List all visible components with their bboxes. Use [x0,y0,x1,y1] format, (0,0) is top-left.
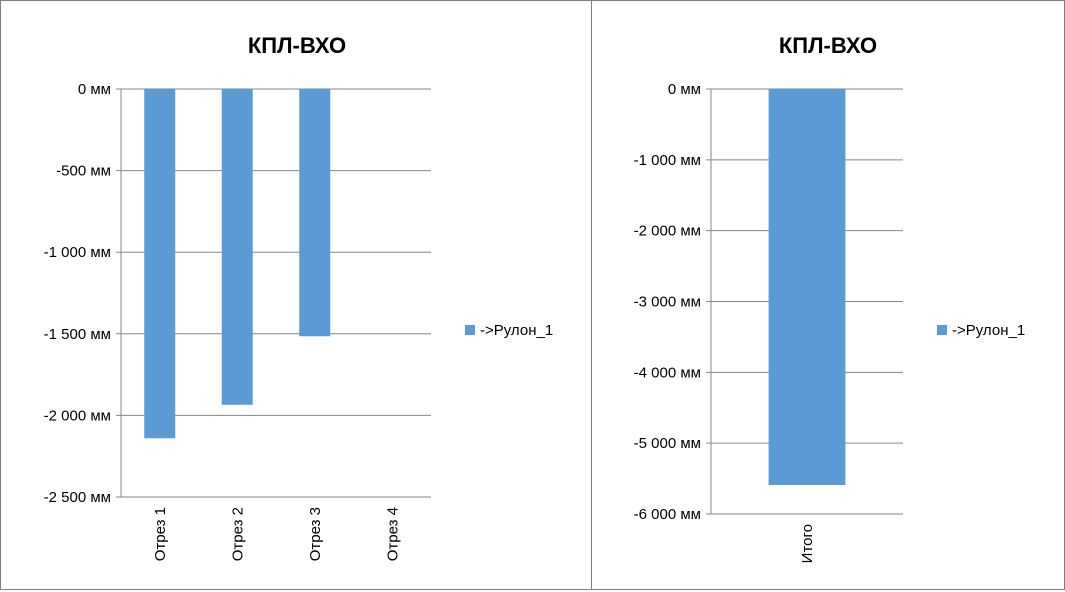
legend-swatch [465,325,475,335]
chart-panel-right: КПЛ-ВХО 0 мм -1 000 мм -2 000 мм -3 000 мм -4… [591,0,1065,590]
y-tick-label: -5 000 мм [634,435,701,452]
y-tick-label: -1 000 мм [634,152,701,169]
y-tick-label: -2 500 мм [44,489,111,506]
chart-title: КПЛ-ВХО [248,33,346,58]
x-category-label: Отрез 4 [384,507,401,561]
y-tick-label: -500 мм [56,163,111,180]
legend-label: ->Рулон_1 [480,322,553,339]
y-tick-label: 0 мм [668,81,701,98]
legend-label: ->Рулон_1 [952,322,1025,339]
x-category-label: Итого [799,524,816,563]
bar [221,89,253,405]
y-tick-label: -6 000 мм [634,506,701,523]
x-category-label: Отрез 2 [229,507,246,561]
x-category-label: Отрез 1 [152,507,169,561]
y-tick-label: -1 500 мм [44,326,111,343]
y-tick-label: -1 000 мм [44,244,111,261]
chart-right: КПЛ-ВХО 0 мм -1 000 мм -2 000 мм -3 000 мм -4… [634,33,1026,563]
y-tick-label: -3 000 мм [634,294,701,311]
x-category-label: Отрез 3 [307,507,324,561]
bar [299,89,331,337]
legend-swatch [937,325,947,335]
y-tick-label: -4 000 мм [634,364,701,381]
chart-title: КПЛ-ВХО [779,33,877,58]
chart-left: КПЛ-ВХО 0 мм -500 мм -1 000 мм -1 500 мм -2 0… [44,33,554,561]
chart-panel-left: КПЛ-ВХО 0 мм -500 мм -1 000 мм -1 500 мм -2 0… [0,0,592,590]
bar [144,89,176,439]
y-tick-label: -2 000 мм [44,407,111,424]
y-tick-label: -2 000 мм [634,223,701,240]
y-tick-label: 0 мм [78,81,111,98]
bar [768,89,846,485]
